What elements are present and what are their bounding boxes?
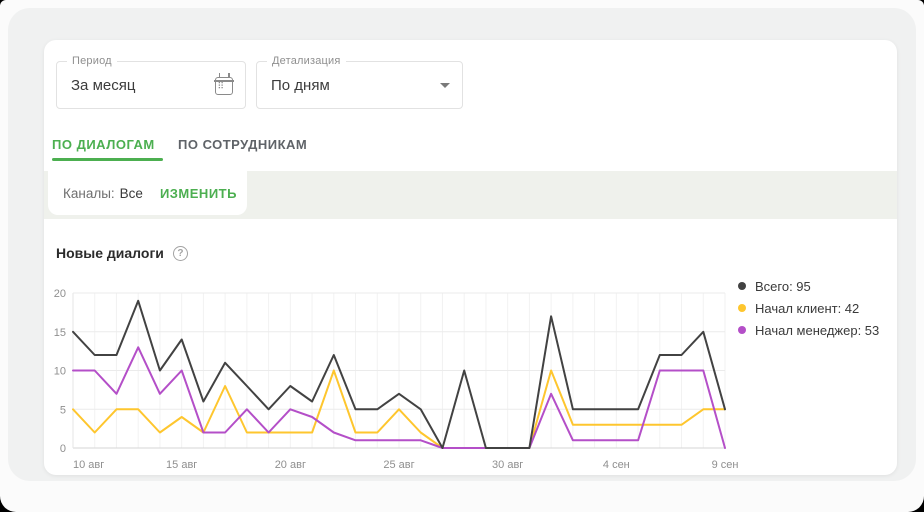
page-background-panel: Период За месяц Детализация По дням ПО Д… bbox=[8, 8, 916, 481]
detail-field-value: По дням bbox=[271, 76, 330, 94]
chart-title: Новые диалоги bbox=[56, 245, 164, 261]
channels-label: Каналы: bbox=[63, 185, 115, 201]
series-line-Начал менеджер bbox=[72, 346, 726, 449]
period-field[interactable]: Период За месяц bbox=[56, 55, 246, 109]
channels-chip: Каналы: Все ИЗМЕНИТЬ bbox=[48, 171, 247, 215]
active-tab-underline bbox=[52, 158, 163, 161]
x-axis-tick-label: 30 авг bbox=[492, 459, 523, 471]
period-field-value: За месяц bbox=[71, 76, 136, 94]
y-axis-tick-label: 20 bbox=[54, 288, 66, 300]
channels-value: Все bbox=[119, 185, 143, 201]
series-line-Начал клиент bbox=[72, 369, 726, 449]
y-axis-tick-label: 10 bbox=[54, 366, 66, 378]
question-icon[interactable]: ? bbox=[172, 245, 188, 261]
tab-by-dialogs[interactable]: ПО ДИАЛОГАМ bbox=[52, 137, 155, 152]
y-axis-tick-label: 0 bbox=[60, 443, 66, 455]
y-axis-tick-label: 15 bbox=[54, 327, 66, 339]
x-axis-tick-label: 9 сен bbox=[712, 459, 739, 471]
analytics-card: Период За месяц Детализация По дням ПО Д… bbox=[44, 40, 897, 475]
calendar-icon[interactable] bbox=[214, 73, 234, 95]
legend-label: Начал клиент: 42 bbox=[755, 300, 860, 316]
legend-dot bbox=[738, 326, 746, 334]
dialogs-chart: 0 5 10 15 20 10 авг 15 авг 20 авг 25 авг 30 авг 4 … bbox=[54, 288, 739, 471]
x-axis-tick-label: 25 авг bbox=[383, 459, 414, 471]
series-line-Всего bbox=[72, 299, 726, 449]
x-axis-tick-label: 20 авг bbox=[275, 459, 306, 471]
legend-item[interactable]: Начал менеджер: 53 bbox=[738, 319, 879, 341]
tab-by-employees[interactable]: ПО СОТРУДНИКАМ bbox=[178, 137, 308, 152]
legend-item[interactable]: Начал клиент: 42 bbox=[738, 297, 879, 319]
x-axis-tick-label: 10 авг bbox=[73, 459, 104, 471]
chart-legend: Всего: 95 Начал клиент: 42 Начал менеджер:… bbox=[738, 275, 879, 341]
legend-label: Начал менеджер: 53 bbox=[755, 322, 880, 338]
chart-area: 0 5 10 15 20 10 авг 15 авг 20 авг 25 авг 30 авг 4 … bbox=[52, 278, 752, 475]
legend-item[interactable]: Всего: 95 bbox=[738, 275, 879, 297]
x-axis-tick-label: 4 сен bbox=[603, 459, 630, 471]
period-field-label: Период bbox=[67, 55, 117, 67]
legend-label: Всего: 95 bbox=[755, 278, 811, 294]
x-axis-tick-label: 15 авг bbox=[166, 459, 197, 471]
chevron-down-icon bbox=[440, 82, 450, 88]
y-axis-tick-label: 5 bbox=[60, 404, 66, 416]
detail-field-label: Детализация bbox=[267, 55, 346, 67]
legend-dot bbox=[738, 282, 746, 290]
channels-change-button[interactable]: ИЗМЕНИТЬ bbox=[159, 185, 237, 201]
detail-field[interactable]: Детализация По дням bbox=[256, 55, 463, 109]
legend-dot bbox=[738, 304, 746, 312]
